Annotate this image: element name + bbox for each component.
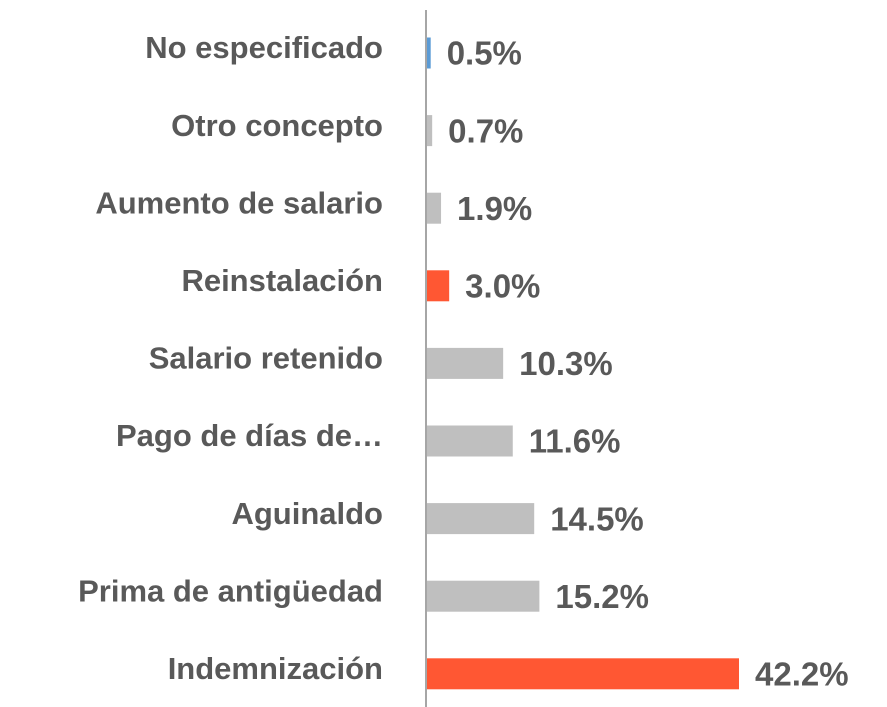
category-label: Indemnización <box>168 651 383 686</box>
bar <box>427 270 450 302</box>
category-label: No especificado <box>145 30 383 65</box>
value-label: 10.3% <box>519 345 613 382</box>
value-label: 3.0% <box>465 268 540 305</box>
category-label: Reinstalación <box>181 263 383 298</box>
category-label: Pago de días de… <box>116 418 383 453</box>
category-label: Salario retenido <box>149 341 383 376</box>
category-label: Aumento de salario <box>95 185 383 220</box>
category-label: Prima de antigüedad <box>78 573 383 608</box>
category-label: Otro concepto <box>171 108 383 143</box>
bar <box>427 37 431 69</box>
value-label: 15.2% <box>555 578 649 615</box>
value-label: 42.2% <box>755 656 849 693</box>
bar <box>427 503 535 535</box>
value-label: 14.5% <box>550 500 644 537</box>
bar <box>427 580 540 612</box>
bar <box>427 425 513 457</box>
bar <box>427 347 504 379</box>
bar <box>427 658 739 690</box>
value-label: 0.7% <box>448 112 523 149</box>
category-label: Aguinaldo <box>231 496 383 531</box>
value-label: 11.6% <box>529 423 621 460</box>
value-label: 1.9% <box>457 190 532 227</box>
bar <box>427 115 433 147</box>
value-label: 0.5% <box>447 35 522 72</box>
bar <box>427 192 442 224</box>
